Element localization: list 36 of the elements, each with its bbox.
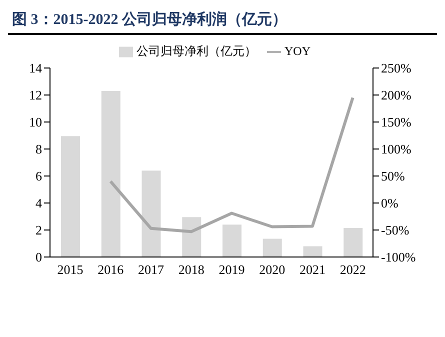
bar — [303, 246, 322, 257]
y2-tick-label: 0% — [381, 196, 398, 211]
y2-tick-label: 250% — [381, 60, 412, 76]
legend-label: 公司归母净利（亿元） — [136, 44, 256, 58]
y2-tick-label: 100% — [381, 142, 412, 157]
x-tick-label: 2015 — [57, 262, 84, 278]
legend-label: YOY — [284, 44, 310, 58]
y2-tick-label: -100% — [381, 250, 416, 265]
y-tick-label: 14 — [29, 60, 42, 76]
x-tick-label: 2016 — [98, 262, 124, 278]
y2-tick-label: -50% — [381, 222, 410, 238]
y-tick-label: 8 — [36, 142, 42, 157]
x-tick-label: 2018 — [178, 262, 204, 278]
bar — [101, 90, 120, 257]
y-tick-label: 12 — [29, 88, 42, 103]
x-tick-label: 2021 — [299, 262, 326, 278]
x-tick-label: 2019 — [218, 262, 245, 278]
y-tick-label: 0 — [36, 250, 42, 265]
y2-tick-label: 150% — [381, 114, 412, 130]
y2-tick-label: 50% — [381, 168, 405, 184]
bar — [61, 136, 80, 257]
y2-tick-label: 200% — [381, 88, 412, 103]
chart-title: 图 3：2015-2022 公司归母净利润（亿元） — [8, 8, 437, 35]
bar — [142, 170, 161, 257]
bar — [344, 228, 363, 257]
y-tick-label: 4 — [36, 196, 42, 211]
bar — [182, 217, 202, 257]
y-tick-label: 2 — [36, 222, 42, 238]
x-tick-label: 2020 — [259, 262, 286, 278]
x-tick-label: 2022 — [340, 262, 366, 278]
bar — [222, 224, 242, 257]
line-series — [109, 96, 354, 234]
y-tick-label: 6 — [36, 168, 42, 184]
bar — [262, 238, 282, 257]
x-tick-label: 2017 — [138, 262, 164, 278]
y-tick-label: 10 — [29, 114, 42, 130]
